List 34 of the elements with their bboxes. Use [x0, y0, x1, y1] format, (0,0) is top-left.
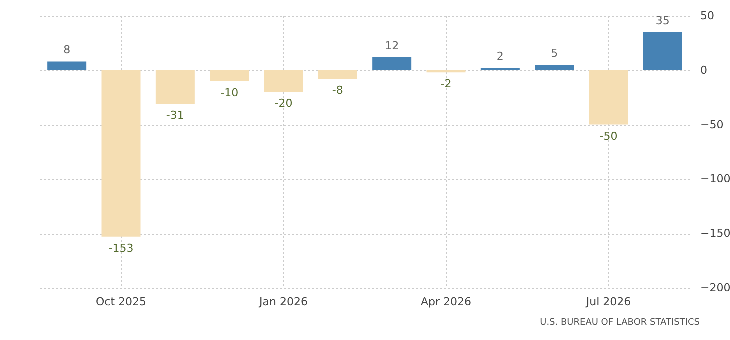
bar	[102, 70, 141, 237]
x-tick-label: Jan 2026	[258, 296, 308, 308]
bar	[156, 70, 195, 104]
y-tick-label: 50	[700, 10, 714, 22]
x-tick-label: Oct 2025	[96, 296, 147, 308]
y-tick-label: −50	[700, 118, 724, 132]
data-label: -153	[108, 242, 134, 255]
bar	[318, 70, 358, 80]
y-tick-label: −100	[700, 172, 730, 186]
data-label: -20	[274, 97, 293, 110]
data-label: -8	[332, 84, 344, 98]
bar	[643, 32, 682, 70]
data-label: 35	[656, 14, 670, 28]
data-label: 12	[385, 39, 400, 52]
data-label: 8	[64, 44, 71, 57]
data-label: -2	[440, 78, 452, 91]
text: U.S. BUREAU OF LABOR STATISTICS	[539, 318, 700, 328]
data-label: -10	[220, 86, 239, 100]
x-tick-label: Apr 2026	[420, 296, 472, 308]
data-label: -50	[600, 130, 618, 143]
y-tick-label: 0	[700, 64, 708, 77]
bar	[210, 70, 250, 82]
data-label: 2	[496, 50, 504, 64]
data-label: 5	[551, 46, 558, 60]
bar	[264, 70, 304, 92]
bar	[589, 70, 628, 125]
bar	[372, 57, 412, 70]
y-tick-label: −150	[700, 227, 730, 240]
bar	[426, 70, 466, 73]
y-tick-label: −200	[700, 282, 730, 294]
bar	[48, 62, 87, 70]
data-label: -31	[166, 109, 184, 122]
bar	[535, 64, 574, 70]
x-tick-label: Jul 2026	[585, 296, 632, 308]
